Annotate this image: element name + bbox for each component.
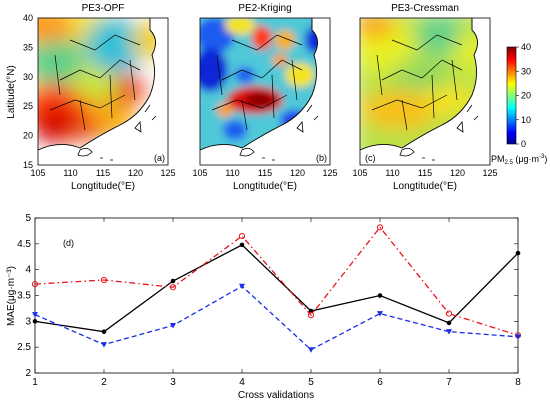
data-point [101, 342, 107, 348]
x-tick-label: 5 [308, 377, 314, 388]
lat-tick-label: 20 [23, 131, 33, 141]
data-point [376, 224, 384, 231]
lon-tick-label: 120 [128, 168, 143, 178]
y-tick-label: 4 [25, 265, 31, 276]
colorbar-tick-label: 40 [521, 42, 531, 52]
data-point [31, 281, 39, 288]
lat-tick-label: 30 [23, 72, 33, 82]
colorbar-label: PM2.5 (μg·m-3) [491, 154, 547, 166]
data-point [515, 334, 521, 340]
lat-tick-label: 40 [23, 13, 33, 23]
colorbar: 40 30 20 10 0 PM2.5 (μg·m-3) [491, 42, 547, 166]
data-point [100, 276, 108, 284]
map-x-axis-label: Longtitude(°E) [393, 181, 457, 192]
x-axis-label: Cross validations [238, 390, 314, 401]
panel-tag: (b) [316, 153, 327, 163]
data-point [101, 329, 107, 334]
data-point [377, 311, 383, 317]
y-tick-label: 5 [25, 213, 31, 224]
map-y-axis-label: Latitude(°N) [6, 65, 17, 118]
x-tick-label: 7 [446, 377, 452, 388]
data-point [446, 329, 452, 335]
lon-tick-label: 115 [258, 168, 272, 178]
colorbar-ticks: 40 30 20 10 0 [516, 42, 531, 149]
lon-tick-label: 110 [225, 168, 239, 178]
series-layer [31, 224, 522, 353]
lon-tick-label: 110 [385, 168, 399, 178]
series-line-3 [34, 285, 519, 351]
lon-tick-label: 105 [192, 168, 207, 178]
data-point [170, 322, 176, 329]
series-line-1 [34, 244, 519, 333]
y-axis-label: MAE(μg·m⁻³) [6, 266, 17, 326]
heatmap-field [38, 18, 168, 165]
line-chart: (d) MAE(μg·m⁻³) Cross validations 2 2.5 3 3… [6, 213, 521, 401]
y-tick-label: 4.5 [17, 239, 31, 250]
panel-tag: (a) [154, 153, 165, 163]
map-title: PE3-Cressman [391, 3, 459, 14]
data-point [307, 312, 315, 319]
lat-tick-label: 35 [23, 42, 33, 52]
data-point [377, 293, 383, 298]
y-tick-label: 3.5 [17, 291, 31, 302]
y-tick-label: 2.5 [17, 342, 31, 353]
map-panel-a: PE3-OPF (a) [37, 3, 169, 166]
lon-tick-label: 105 [30, 168, 45, 178]
axis-ticks: 22.533.544.551 2 3 4 5 6 7 8 [17, 213, 521, 388]
lon-tick-label: 125 [322, 168, 337, 178]
lon-tick-label: 115 [96, 168, 110, 178]
x-tick-label: 4 [239, 377, 245, 388]
lon-tick-label: 110 [63, 168, 77, 178]
data-point [308, 347, 314, 353]
colorbar-tick-label: 10 [521, 115, 531, 125]
x-tick-label: 8 [515, 377, 521, 388]
map-x-axis-label: Longtitude(°E) [233, 181, 297, 192]
x-tick-label: 6 [377, 377, 383, 388]
data-point [239, 283, 245, 290]
lon-tick-label: 120 [450, 168, 465, 178]
map-frame [199, 17, 331, 166]
x-tick-label: 2 [101, 377, 107, 388]
plot-frame [34, 217, 519, 374]
data-point [239, 242, 245, 248]
data-point [308, 308, 314, 314]
lon-tick-label: 115 [418, 168, 432, 178]
heatmap-field [360, 18, 490, 165]
panel-tag: (c) [365, 153, 376, 163]
x-tick-label: 1 [32, 377, 38, 388]
map-x-axis-label: Longtitude(°E) [71, 181, 135, 192]
lon-tick-label: 105 [352, 168, 367, 178]
data-point [446, 320, 452, 326]
data-point [238, 232, 246, 240]
data-point [32, 312, 38, 318]
map-title: PE2-Kriging [238, 3, 291, 14]
map-title: PE3-OPF [82, 3, 125, 14]
map-panel-b: PE2-Kriging [199, 3, 331, 166]
lat-tick-label: 15 [23, 160, 33, 170]
lon-tick-label: 125 [160, 168, 175, 178]
lon-tick-label: 125 [482, 168, 497, 178]
map-panel-c: PE3-Cressman (c) [359, 3, 491, 166]
data-point [169, 284, 177, 291]
panel-tag: (d) [63, 238, 74, 248]
data-point [515, 250, 521, 256]
data-point [32, 319, 38, 324]
lat-tick-label: 25 [23, 101, 33, 111]
map-frame [37, 17, 169, 166]
data-point [170, 278, 176, 284]
x-tick-label: 3 [170, 377, 176, 388]
heatmap-field [200, 18, 330, 165]
y-tick-label: 3 [25, 316, 31, 327]
colorbar-tick-label: 0 [521, 139, 526, 149]
colorbar-tick-label: 30 [521, 66, 531, 76]
y-tick-label: 2 [25, 368, 31, 379]
map-frame [359, 17, 491, 166]
data-point [445, 310, 453, 317]
colorbar-tick-label: 20 [521, 91, 531, 101]
lon-tick-label: 120 [290, 168, 305, 178]
colorbar-gradient [506, 46, 517, 145]
